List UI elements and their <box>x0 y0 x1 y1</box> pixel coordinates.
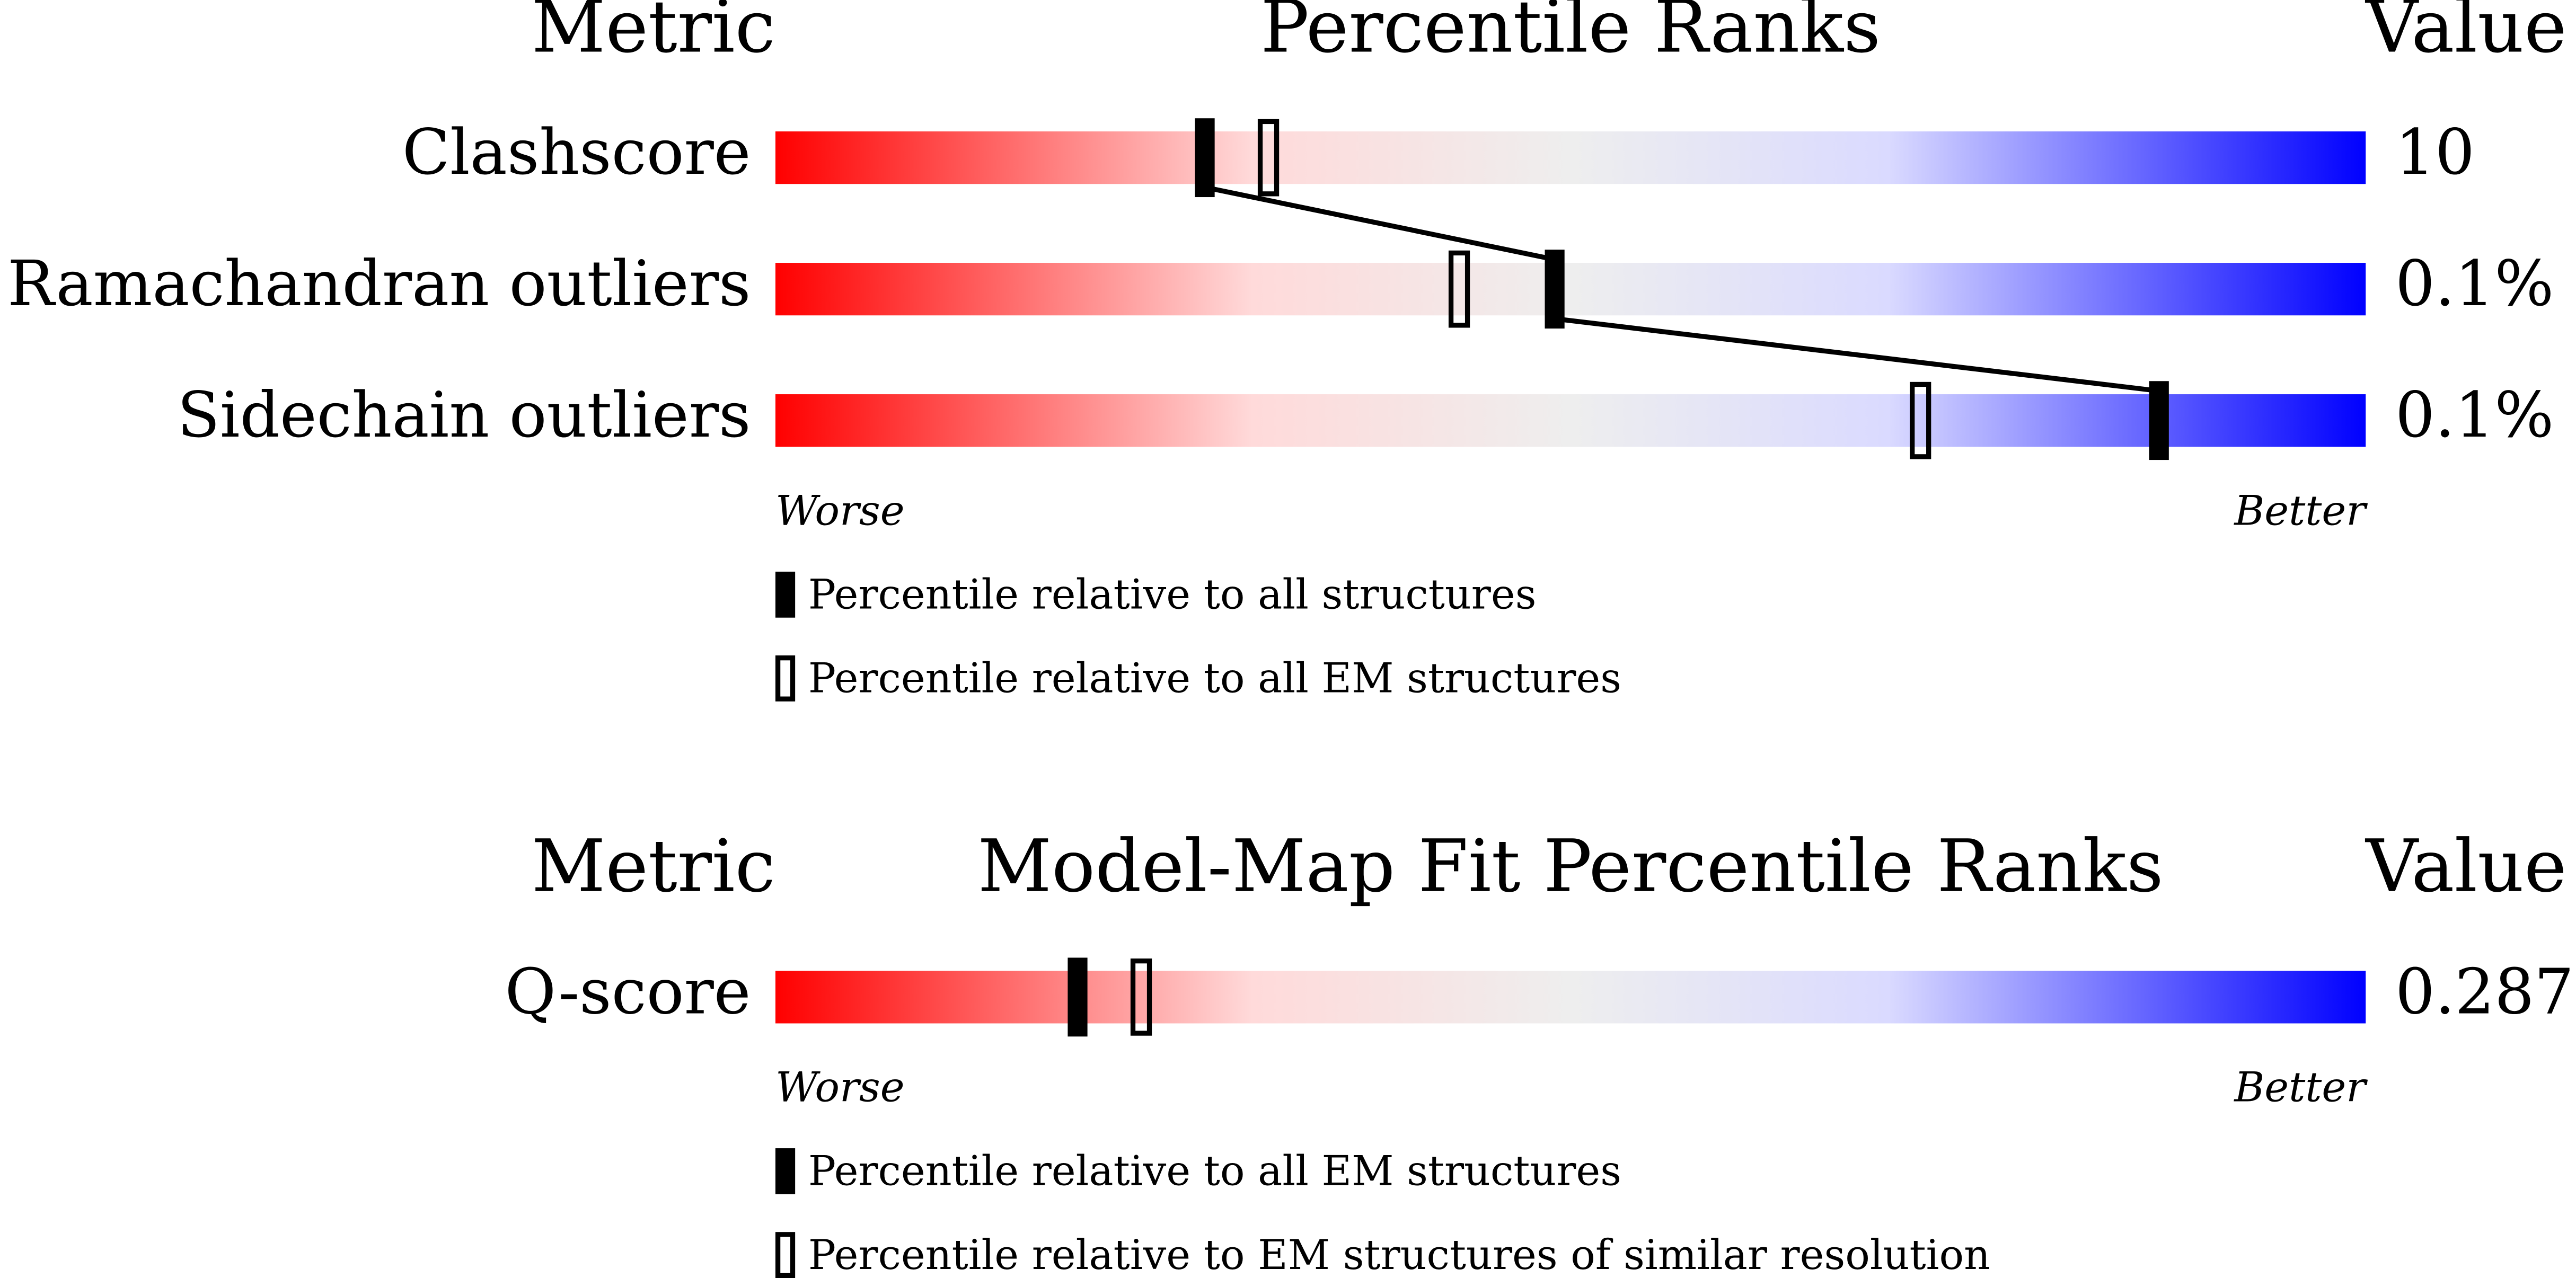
marker-em <box>1910 381 1931 459</box>
metric-label: Q-score <box>505 955 751 1028</box>
legend-text: Percentile relative to all EM structures <box>808 1148 1621 1195</box>
metric-header: Metric <box>532 0 775 69</box>
metric-value: 0.1% <box>2395 379 2554 451</box>
marker-em <box>1257 119 1280 197</box>
legend-swatch <box>775 655 796 702</box>
metric-label: Ramachandran outliers <box>7 247 751 320</box>
better-label: Better <box>2233 1064 2368 1112</box>
better-label: Better <box>2233 487 2368 535</box>
worse-label: Worse <box>775 487 905 535</box>
legend-swatch <box>775 1232 796 1278</box>
marker-all <box>2149 381 2169 460</box>
marker-all <box>1068 957 1088 1037</box>
metric-value: 10 <box>2395 116 2475 189</box>
metric-header: Metric <box>532 824 775 909</box>
value-header: Value <box>2365 0 2566 69</box>
metric-value: 0.1% <box>2395 247 2554 320</box>
panel-title: Model-Map Fit Percentile Ranks <box>977 824 2163 909</box>
legend-text: Percentile relative to EM structures of … <box>808 1231 1990 1278</box>
slider-bar <box>775 131 2366 184</box>
metric-label: Clashscore <box>402 116 751 189</box>
legend-text: Percentile relative to all EM structures <box>808 655 1621 703</box>
marker-em <box>1130 958 1152 1036</box>
legend-text: Percentile relative to all structures <box>808 571 1537 618</box>
slider-bar <box>775 263 2366 316</box>
marker-all <box>1545 250 1565 329</box>
legend-swatch <box>775 1148 796 1194</box>
metric-label: Sidechain outliers <box>177 379 751 451</box>
value-header: Value <box>2365 824 2566 909</box>
marker-em <box>1448 250 1470 328</box>
slider-bar <box>775 971 2366 1024</box>
connector <box>1204 184 1556 262</box>
connector <box>1554 316 2159 394</box>
panel-title: Percentile Ranks <box>1260 0 1881 69</box>
metric-value: 0.287 <box>2395 955 2574 1028</box>
marker-all <box>1195 118 1215 198</box>
slider-bar <box>775 394 2366 447</box>
legend-swatch <box>775 571 796 618</box>
worse-label: Worse <box>775 1064 905 1112</box>
